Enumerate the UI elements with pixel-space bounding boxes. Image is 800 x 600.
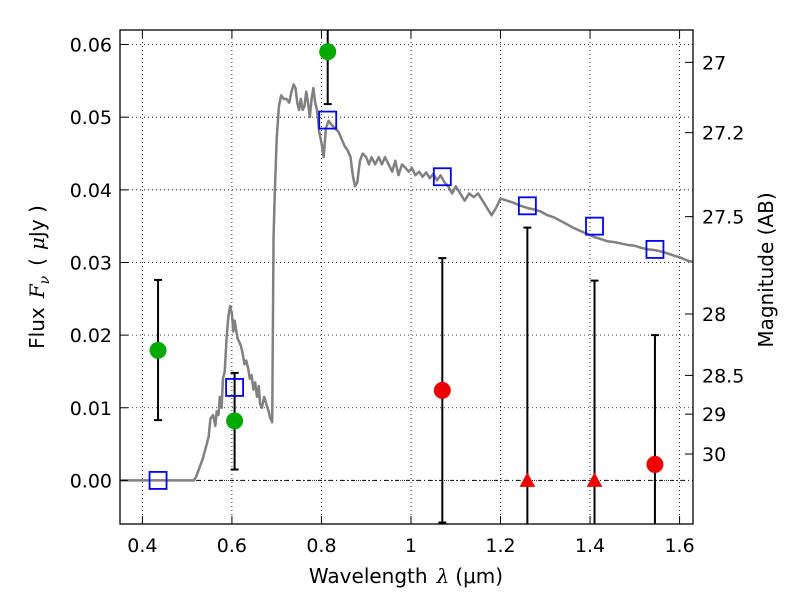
y2-tick-label: 27.5 [702, 207, 744, 229]
y-tick-label: 0.00 [70, 470, 112, 492]
model-band-square [148, 471, 168, 490]
data-markers [148, 43, 665, 490]
y-axis-label-unit-mu: μ [25, 237, 49, 250]
detection-point [319, 43, 337, 61]
x-tick-label: 1 [405, 535, 417, 557]
y-tick-label: 0.01 [70, 398, 112, 420]
model-band-square [318, 110, 338, 130]
plot-frame [119, 29, 694, 525]
y-tick-label: 0.05 [70, 107, 112, 129]
x-axis-label-unit: (μm) [455, 564, 503, 588]
y-tick-label: 0.02 [70, 325, 112, 347]
x-tick-label: 0.8 [306, 535, 336, 557]
x-axis-label-symbol: λ [436, 564, 450, 588]
zero-flux-triangle [586, 472, 603, 487]
y-axis-label-unit-rest: Jy ) [25, 205, 49, 239]
y-tick-label: 0.03 [70, 252, 112, 274]
y2-axis-label: Magnitude (AB) [754, 192, 778, 347]
x-tick-label: 0.4 [127, 535, 157, 557]
y2-tick-label: 28.5 [702, 365, 744, 387]
y-axis-label-subscript: ν [37, 275, 53, 284]
model-band-square [645, 239, 665, 259]
y2-tick-label: 28 [702, 304, 726, 326]
model-band-square [517, 196, 537, 216]
x-axis-label: Wavelength λ (μm) [309, 564, 503, 588]
x-axis-label-text: Wavelength [309, 564, 428, 588]
detection-point [149, 341, 167, 359]
y2-axis-ticks: 27 27.2 27.5 28 28.5 29 30 [685, 52, 744, 466]
low-sn-point [433, 381, 451, 399]
y-tick-label: 0.06 [70, 35, 112, 57]
y-axis-label: Flux Fν ( μJy ) [25, 205, 53, 349]
y2-tick-label: 27 [702, 52, 726, 74]
zero-flux-triangle [519, 472, 536, 487]
y-tick-label: 0.04 [70, 180, 112, 202]
x-tick-label: 1.4 [575, 535, 605, 557]
x-tick-label: 0.6 [217, 535, 247, 557]
y-axis-label-text: Flux [25, 307, 49, 349]
y2-tick-label: 29 [702, 404, 726, 426]
detection-point [226, 412, 244, 430]
x-tick-label: 1.2 [485, 535, 515, 557]
y-axis-label-unit-open: ( [25, 258, 49, 266]
low-sn-point [646, 455, 664, 473]
y-axis-ticks: 0.00 0.01 0.02 0.03 0.04 0.05 0.06 [70, 35, 128, 492]
model-band-square [432, 167, 452, 187]
x-tick-label: 1.6 [664, 535, 694, 557]
model-band-square [225, 378, 245, 397]
model-band-square [585, 216, 604, 236]
y2-tick-label: 30 [702, 444, 726, 466]
y-axis-label-symbol: F [25, 283, 49, 299]
x-axis-ticks: 0.4 0.6 0.8 1 1.2 1.4 1.6 [127, 30, 695, 557]
model-spectrum-line [120, 83, 693, 482]
error-bars [154, 30, 659, 524]
y2-tick-label: 27.2 [702, 123, 744, 145]
